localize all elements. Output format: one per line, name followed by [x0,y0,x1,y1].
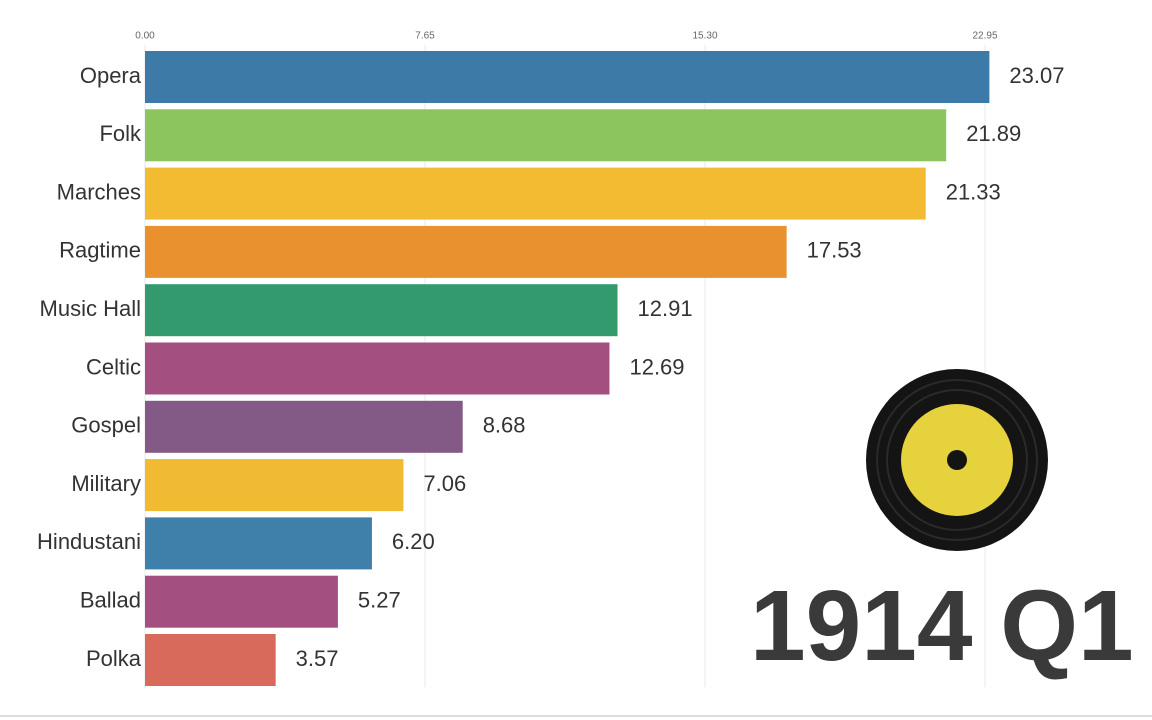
bar [145,109,947,162]
value-label: 12.91 [638,296,693,321]
value-label: 8.68 [483,413,526,438]
category-label: Hindustani [37,529,141,554]
bar [145,400,463,453]
category-label: Marches [57,179,141,204]
record-groove [876,379,1038,541]
record-groove [886,389,1028,531]
category-label: Celtic [86,354,141,379]
category-label: Folk [99,121,142,146]
value-label: 12.69 [629,354,684,379]
record-hole [947,450,967,470]
category-label: Ballad [80,588,141,613]
value-label: 7.06 [423,471,466,496]
category-label: Gospel [71,413,141,438]
bar [145,342,610,395]
value-label: 3.57 [296,646,339,671]
value-label: 17.53 [807,238,862,263]
bar [145,575,338,628]
period-label: 1914 Q1 [750,570,1134,682]
bar [145,459,404,512]
bar [145,517,372,570]
x-tick-label: 22.95 [972,31,997,42]
x-tick-label: 7.65 [415,31,435,42]
value-label: 21.89 [966,121,1021,146]
value-label: 21.33 [946,179,1001,204]
bar [145,634,276,686]
bar [145,167,926,220]
value-label: 5.27 [358,588,401,613]
bar [145,225,787,278]
value-label: 23.07 [1009,63,1064,88]
category-label: Opera [80,63,142,88]
bar [145,284,618,337]
value-label: 6.20 [392,529,435,554]
category-label: Polka [86,646,142,671]
category-label: Music Hall [40,296,141,321]
record-icon [866,369,1048,551]
x-tick-label: 15.30 [692,31,717,42]
category-label: Military [71,471,141,496]
category-label: Ragtime [59,238,141,263]
bar [145,51,990,103]
x-tick-label: 0.00 [135,31,155,42]
